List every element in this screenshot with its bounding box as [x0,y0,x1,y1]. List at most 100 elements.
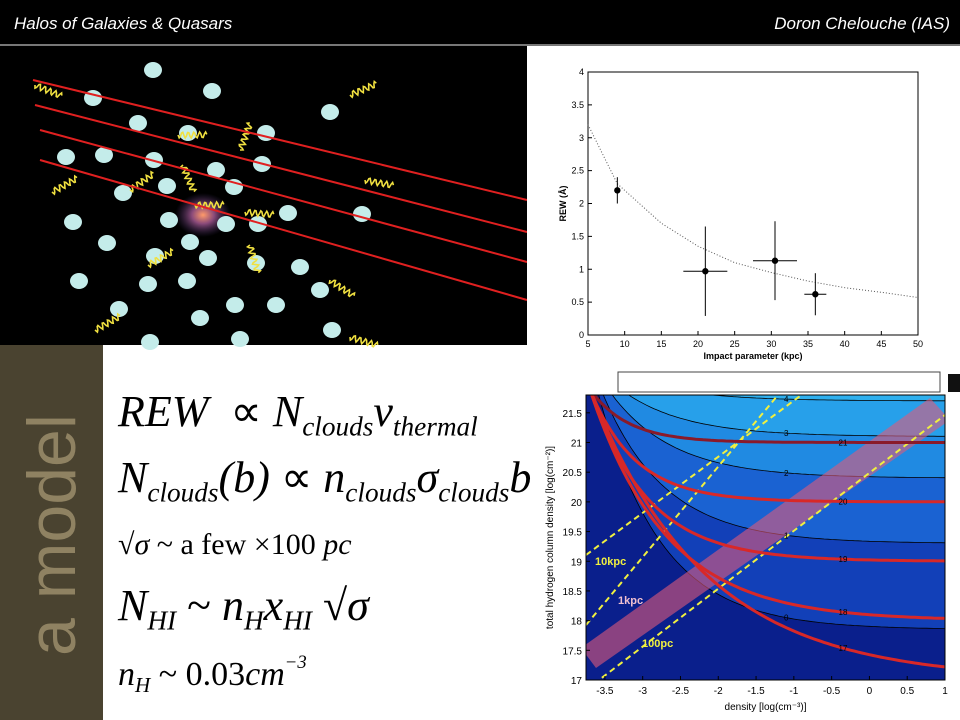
y-tick-label: 0.5 [571,297,584,307]
cloud [181,234,199,250]
photon [245,244,262,274]
x-axis-label: Impact parameter (kpc) [703,351,802,361]
y-tick-label: 21.5 [563,409,583,420]
contour-label: 21 [839,438,848,447]
y-tick-label: 18.5 [563,587,583,598]
y-tick-label: 0 [579,330,584,340]
x-tick-label: 1 [942,686,948,697]
photon [147,247,174,269]
x-tick-label: 5 [585,339,590,349]
contour-label: 18 [839,608,848,617]
photon [364,177,395,189]
cloud [57,149,75,165]
galaxy [175,193,231,237]
eq-term: ∝ [280,453,313,502]
data-point [614,187,621,194]
y-tick-label: 21 [571,439,583,450]
y-tick-label: 18 [571,617,583,628]
cloud [114,185,132,201]
y-tick-label: 3.5 [571,100,584,110]
overlay-band [586,398,945,668]
cloud [321,104,339,120]
eq-term: σ [416,453,439,502]
photon [349,334,379,348]
cloud [207,162,225,178]
scale-line [586,395,802,556]
equation: NHI ~ nHxHI √σ [118,580,369,637]
eq-term: N [272,387,303,436]
cloud [144,62,162,78]
y-tick-label: 19 [571,557,583,568]
side-label: a model [14,414,90,656]
eq-term: clouds [345,477,417,508]
eq-term: REW [118,387,209,436]
y-axis-label: total hydrogen column density [log(cm⁻²)… [545,446,556,629]
x-axis-label: density [log(cm⁻³)] [725,702,807,713]
y-tick-label: 3 [579,133,584,143]
x-tick-label: 40 [840,339,850,349]
photon [238,122,253,151]
cloud [291,259,309,275]
y-tick-label: 17.5 [563,646,583,657]
x-tick-label: -3 [638,686,647,697]
fit-curve [587,124,919,299]
y-tick-label: 1 [579,264,584,274]
plot-panel [527,46,960,370]
eq-term: n [118,655,135,693]
eq-term: √σ [322,581,369,630]
photon [51,174,78,196]
contour-label: 0 [784,614,789,623]
sightline [34,104,528,233]
red-contour [592,395,945,444]
eq-term: n [323,453,346,502]
x-tick-label: 25 [730,339,740,349]
black-contour [598,395,945,629]
contour-label: 20 [839,497,848,506]
eq-term: (b) [218,453,270,502]
cloud [203,83,221,99]
annotation: 100pc [642,638,673,650]
y-axis-label: REW (Å) [558,186,568,222]
scale-line [597,414,945,680]
eq-term: clouds [302,411,374,442]
cloud [141,334,159,350]
cloud [311,282,329,298]
contour-label: 1 [784,531,789,540]
data-point [771,257,779,264]
sightline [39,159,528,301]
black-contour [611,395,945,479]
cloud [129,115,147,131]
x-tick-label: 30 [766,339,776,349]
contour-label: 4 [784,395,789,404]
equation: REW ∝ Ncloudsvthermal [118,386,478,443]
cloud [226,297,244,313]
y-tick-label: 17 [571,676,583,687]
x-tick-label: -2 [714,686,723,697]
y-tick-label: 1.5 [571,231,584,241]
eq-term: N [118,581,148,630]
photon [328,279,356,298]
x-tick-label: 20 [693,339,703,349]
author: Doron Chelouche (IAS) [774,14,950,33]
scale-line [586,395,780,626]
photon [244,208,275,219]
eq-term: n [221,581,244,630]
y-tick-label: 4 [579,67,584,77]
eq-term: b [509,453,532,502]
slide-title: Halos of Galaxies & Quasars [14,14,233,33]
cloud [70,273,88,289]
contour-label: 2 [784,469,789,478]
cloud [139,276,157,292]
cloud [64,214,82,230]
contour-label: 19 [839,555,848,564]
cloud [231,331,249,347]
red-contour [590,395,945,620]
cloud [279,205,297,221]
equation: Nclouds(b) ∝ ncloudsσcloudsb [118,452,531,509]
photon [94,312,121,334]
cloud [178,273,196,289]
x-tick-label: 45 [876,339,886,349]
eq-term: ~ [187,581,211,630]
y-tick-label: 2.5 [571,166,584,176]
photon [349,79,377,99]
